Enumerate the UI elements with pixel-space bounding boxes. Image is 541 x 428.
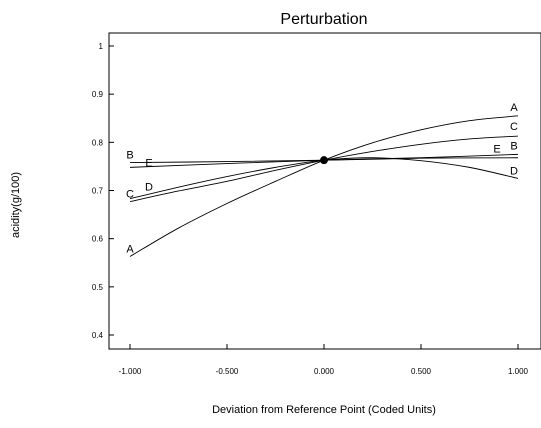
y-tick-label: 0.4 — [92, 331, 104, 340]
series-label-right-D: D — [510, 165, 518, 177]
series-line-A — [129, 115, 519, 257]
x-tick-label: 1.000 — [508, 367, 529, 376]
reference-point — [320, 156, 328, 165]
series-label-right-A: A — [510, 102, 518, 114]
y-tick-label: 1 — [99, 42, 104, 51]
y-tick-label: 0.8 — [92, 138, 104, 147]
series-line-C — [129, 135, 519, 203]
y-axis-ticks: 0.4 0.5 0.6 0.7 0.8 0.9 1 — [92, 42, 114, 340]
y-tick-label: 0.7 — [92, 187, 104, 196]
plot-frame — [108, 32, 541, 350]
x-tick-label: -0.500 — [216, 367, 239, 376]
series-label-left-E: E — [145, 157, 152, 169]
series-label-left-B: B — [126, 150, 133, 162]
x-tick-label: -1.000 — [119, 367, 142, 376]
series-label-right-E: E — [493, 144, 500, 156]
y-tick-label: 0.5 — [92, 283, 104, 292]
y-axis-label: acidity(g/100) — [10, 172, 22, 238]
x-axis-label: Deviation from Reference Point (Coded Un… — [212, 404, 436, 416]
series-label-left-A: A — [126, 243, 134, 255]
x-tick-label: 0.500 — [411, 367, 432, 376]
series-label-right-B: B — [510, 140, 517, 152]
x-tick-label: 0.000 — [314, 367, 335, 376]
x-axis-ticks: -1.000 -0.500 0.000 0.500 1.000 — [119, 344, 529, 376]
series-label-right-C: C — [510, 121, 518, 133]
y-tick-label: 0.6 — [92, 235, 104, 244]
series-label-left-D: D — [145, 182, 153, 194]
y-tick-label: 0.9 — [92, 90, 104, 99]
chart-title: Perturbation — [280, 11, 367, 28]
series-label-left-C: C — [126, 189, 134, 201]
reference-point-marker — [320, 156, 328, 165]
series-lines — [129, 115, 519, 257]
